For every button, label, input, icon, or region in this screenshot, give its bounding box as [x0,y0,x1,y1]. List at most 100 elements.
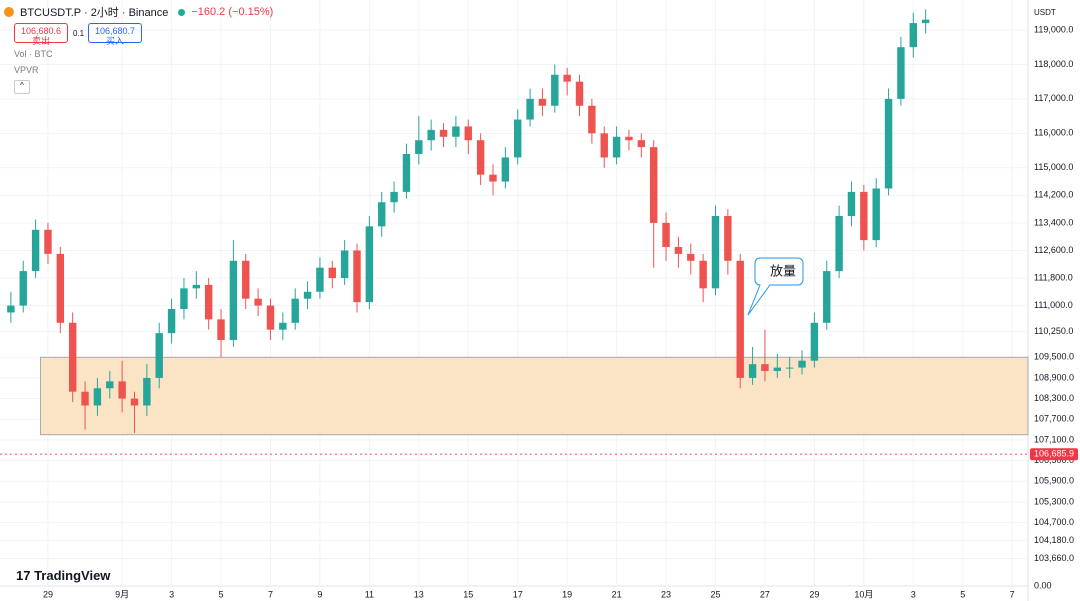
y-tick-label: 114,200.0 [1034,190,1073,200]
indicator[interactable]: Vol · BTC [14,49,53,59]
sell-price: 106,680.6 [20,26,62,36]
candle-body [427,129,435,141]
candle-body [884,98,893,189]
y-tick-label: 111,000.0 [1034,300,1073,310]
header: BTCUSDT.P · 2小时 · Binance −160.2 (−0.15%… [4,4,273,20]
y-tick-label: 115,000.0 [1034,162,1073,172]
y-tick-label: 112,600.0 [1034,245,1073,255]
sell-button[interactable]: 106,680.6 卖出 [14,23,68,46]
y-tick-label: 105,300.0 [1034,496,1074,506]
x-tick-label: 5 [219,589,224,599]
candle-body [291,298,299,323]
candle-body [563,74,571,82]
candle-body [575,81,584,106]
x-tick-label: 29 [809,589,819,599]
candle-body [130,398,139,406]
candle-body [180,288,188,310]
x-tick-label: 9月 [115,589,129,599]
candle-body [909,23,917,48]
brand-icon: 17 [16,568,35,583]
x-tick-label: 3 [911,589,916,599]
y-tick-label: 108,900.0 [1034,372,1074,382]
candle-body [687,253,695,261]
x-tick-label: 5 [960,589,965,599]
candle-body [316,267,324,292]
candle-body [390,191,398,203]
candle-body [328,267,336,279]
brand: 17 TradingView [16,568,110,583]
x-tick-label: 10月 [854,589,873,599]
x-tick-label: 29 [43,589,53,599]
collapse-button[interactable]: ^ [14,80,30,94]
candle-body [155,333,163,378]
candle-body [551,74,559,106]
candle-body [860,191,868,241]
candle-body [56,253,65,323]
indicator[interactable]: VPVR [14,65,39,75]
candle-body [921,19,930,24]
y-tick-label: 119,000.0 [1034,24,1073,34]
sell-label: 卖出 [31,36,50,46]
candle-body [303,291,312,299]
candle-body [872,188,880,241]
x-tick-label: 27 [760,589,770,599]
y-tick-label: 104,180.0 [1034,535,1074,545]
candle-body [464,126,472,141]
buy-label: 买入 [105,36,124,46]
coin-icon [4,7,14,17]
candle-body [81,391,89,406]
candle-body [192,284,201,289]
y-tick-label: 103,660.0 [1034,553,1074,563]
candle-body [7,305,15,313]
buy-button[interactable]: 106,680.7 买入 [88,23,142,46]
candle-body [526,98,534,120]
candle-body [674,247,683,254]
candle-body [340,250,349,279]
x-tick-label: 19 [562,589,572,599]
status-dot [178,8,186,16]
candle-body [662,222,670,248]
candle-body [266,305,275,330]
support-zone [40,356,1029,436]
candle-body [68,322,77,392]
y-tick-label: 111,800.0 [1034,272,1073,282]
candle-body [353,250,361,303]
y-tick-label: 113,400.0 [1034,217,1073,227]
candle-body [637,140,646,148]
candle-body [452,126,460,137]
candle-body [600,133,608,158]
candle-body [143,377,151,406]
y-tick-label: 107,700.0 [1034,414,1074,424]
y-tick-label: 110,250.0 [1034,326,1073,336]
brand-name: TradingView [34,568,111,583]
candle-body [711,216,720,289]
x-tick-label: 3 [169,589,174,599]
x-tick-label: 11 [365,589,374,599]
candle-body [476,140,485,175]
spread: 0.1 [73,29,85,38]
candle-body [242,260,250,299]
candle-body [378,202,386,227]
candle-body [415,140,423,154]
x-tick-label: 17 [513,589,523,599]
annotation: 放量 [770,263,796,278]
last-price-tag [1030,448,1078,461]
candle-body [501,157,510,182]
buy-price: 106,680.7 [94,26,136,36]
candle-body [229,260,238,341]
y-tick-label: 118,000.0 [1034,59,1073,69]
candle-body [402,153,411,192]
candle-body [439,129,448,137]
last-price-label: 106,685.9 [1034,449,1074,459]
x-tick-label: 9 [317,589,322,599]
plot-area: 放量 [0,0,1029,586]
candle-body [365,226,374,303]
candle-body [167,309,176,334]
candle-body [835,216,843,272]
candle-body [649,147,658,223]
candle-body [217,319,225,341]
candle-body [625,136,633,141]
y-tick-label: 107,100.0 [1034,434,1074,444]
candle-body [31,229,40,272]
